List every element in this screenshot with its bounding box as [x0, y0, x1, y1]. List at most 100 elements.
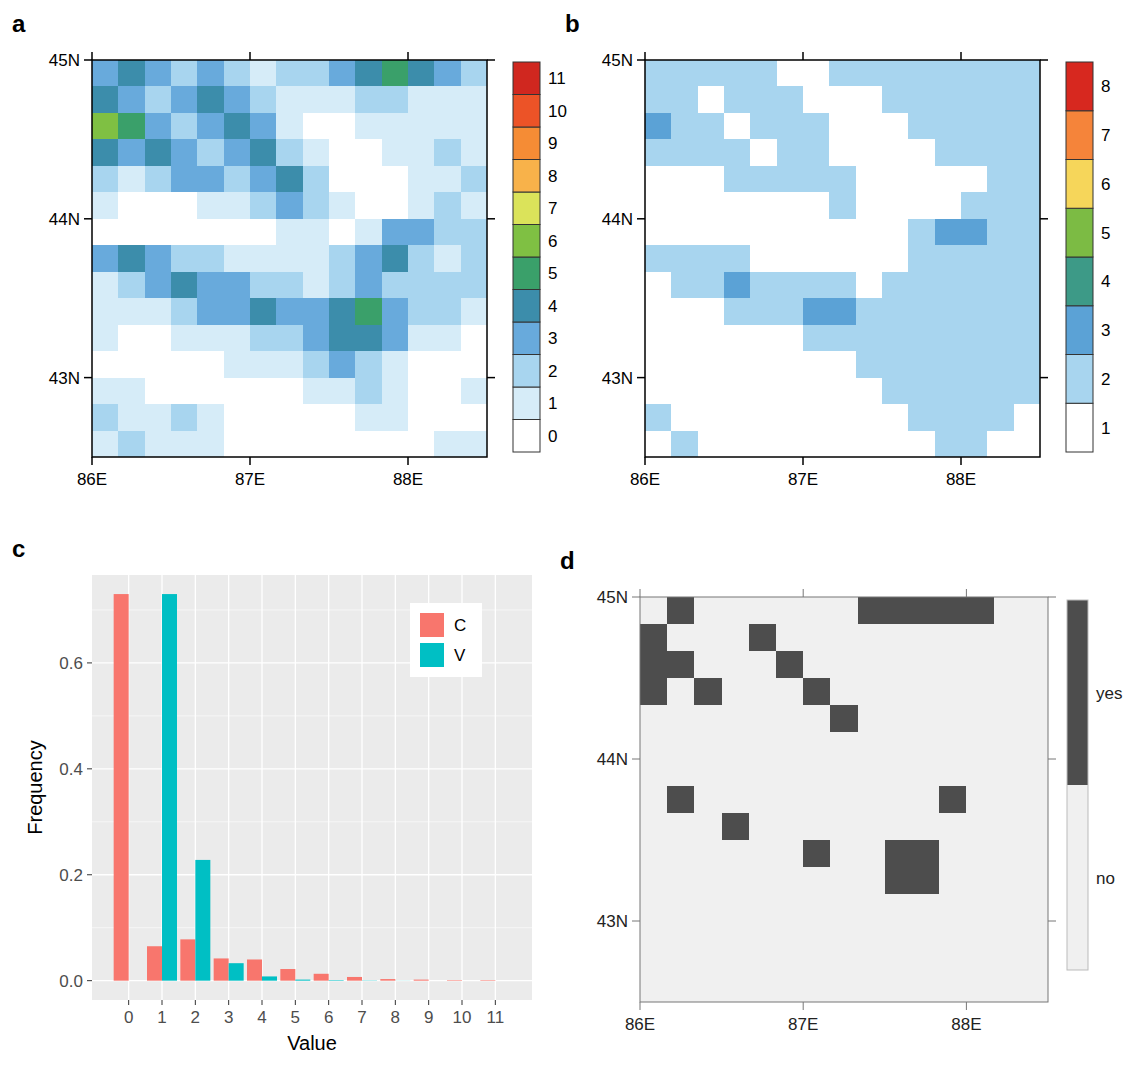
cell — [118, 404, 145, 431]
x-tick-label: 86E — [77, 470, 107, 489]
cell — [966, 975, 994, 1002]
cell — [966, 867, 994, 895]
cell — [803, 948, 831, 976]
cell — [749, 651, 777, 679]
cell — [994, 597, 1022, 625]
y-tick — [84, 59, 92, 61]
y-tick-label: 45N — [602, 51, 633, 70]
cell — [856, 298, 883, 325]
cell — [92, 431, 119, 457]
cell — [92, 325, 119, 352]
cell — [355, 60, 382, 87]
cell — [224, 351, 251, 378]
cell — [355, 245, 382, 272]
cell — [803, 840, 831, 868]
cell — [722, 840, 750, 868]
cell — [882, 113, 909, 140]
cell — [885, 894, 913, 922]
bar — [347, 977, 362, 981]
cell — [92, 60, 119, 87]
y-tick-label: 44N — [49, 210, 80, 229]
cell — [935, 60, 962, 87]
cell — [858, 867, 886, 895]
cell — [966, 813, 994, 841]
cell — [694, 948, 722, 976]
cell — [994, 867, 1022, 895]
cell — [1014, 404, 1040, 431]
cell — [355, 404, 382, 431]
cell — [829, 431, 856, 457]
cell — [408, 166, 435, 193]
colorbar-block — [1066, 355, 1093, 404]
x-tick-label: 7 — [357, 1008, 366, 1027]
frame — [645, 60, 1040, 457]
cell — [382, 431, 409, 457]
cell — [994, 894, 1022, 922]
colorbar-label: 9 — [548, 134, 557, 153]
cell — [382, 351, 409, 378]
cell — [408, 378, 435, 405]
cell — [224, 404, 251, 431]
cell — [671, 219, 698, 246]
colorbar-block — [1066, 257, 1093, 306]
cell — [856, 60, 883, 87]
cell — [355, 378, 382, 405]
x-tick — [960, 457, 962, 465]
x-tick-label: 88E — [393, 470, 423, 489]
map-panel-b: b86E87E88E43N44N45N12345678 — [565, 10, 1110, 489]
cell — [776, 759, 804, 787]
cell — [803, 651, 831, 679]
cell — [92, 113, 119, 140]
x-tick-label: 87E — [788, 1015, 818, 1034]
cell — [830, 597, 858, 625]
cell — [1021, 732, 1048, 760]
x-tick — [162, 1000, 163, 1005]
cell — [961, 404, 988, 431]
cell — [994, 705, 1022, 733]
cell — [250, 86, 277, 113]
cell — [303, 431, 330, 457]
cell — [118, 219, 145, 246]
cell — [966, 759, 994, 787]
cell — [750, 351, 777, 378]
cell — [908, 272, 935, 299]
cell — [434, 113, 461, 140]
cell — [408, 113, 435, 140]
y-tick-right — [1048, 921, 1056, 922]
colorbar-block — [513, 420, 540, 453]
cell — [885, 732, 913, 760]
cell — [145, 113, 172, 140]
cell — [724, 298, 751, 325]
cell — [885, 624, 913, 652]
cell — [355, 351, 382, 378]
cell — [750, 378, 777, 405]
cell — [1021, 867, 1048, 895]
y-tick — [632, 759, 640, 760]
cell — [92, 86, 119, 113]
colorbar-label: yes — [1096, 684, 1122, 703]
cell — [408, 325, 435, 352]
bar — [295, 980, 310, 981]
x-tick — [802, 457, 804, 465]
map-panel-d: d86E87E88E43N44N45Nnoyes — [560, 547, 1122, 1034]
cell — [461, 166, 487, 193]
cell — [856, 219, 883, 246]
cell — [382, 378, 409, 405]
cell — [145, 166, 172, 193]
cell — [250, 378, 277, 405]
colorbar-label: 4 — [548, 297, 557, 316]
grid-line-x — [395, 575, 396, 1000]
panel-letter: a — [12, 10, 26, 37]
cell — [776, 975, 804, 1002]
cell — [671, 166, 698, 193]
cell — [722, 894, 750, 922]
cell — [961, 272, 988, 299]
cell — [829, 139, 856, 166]
cell — [303, 351, 330, 378]
cell — [961, 86, 988, 113]
x-tick-label: 9 — [424, 1008, 433, 1027]
cell — [382, 404, 409, 431]
cell — [724, 113, 751, 140]
cell — [329, 86, 356, 113]
cell — [276, 113, 303, 140]
